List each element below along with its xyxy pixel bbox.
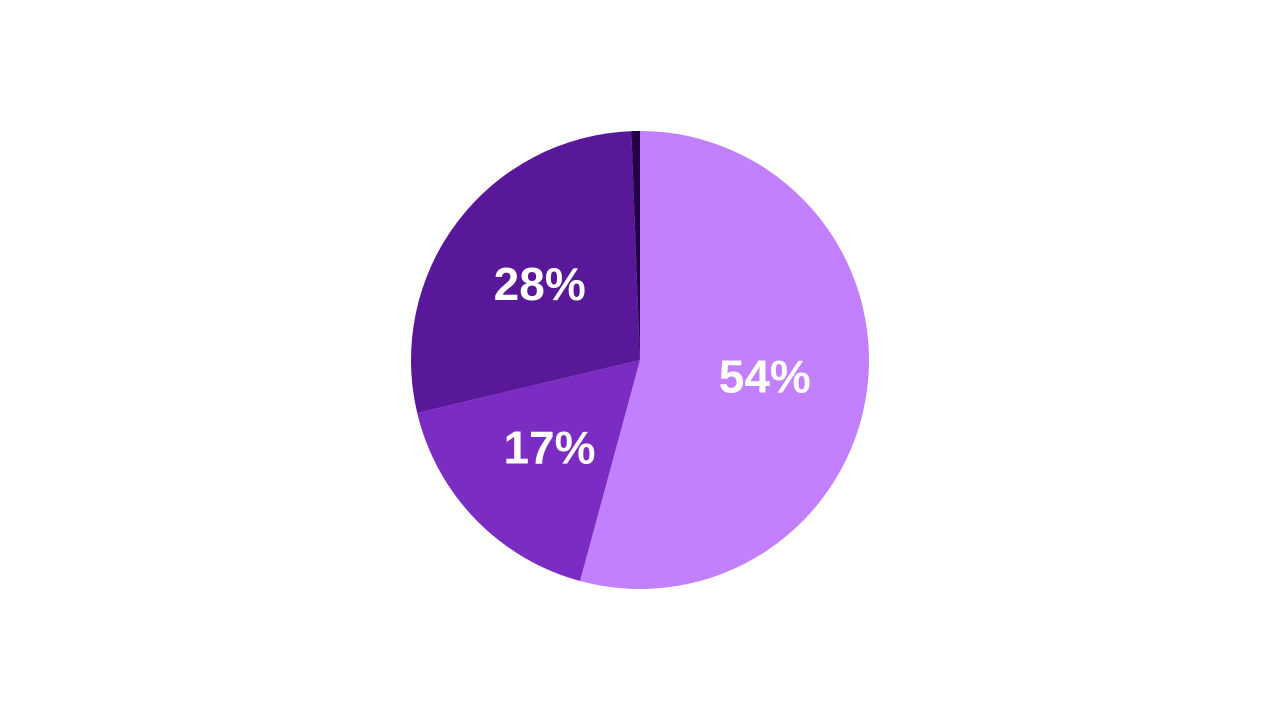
pie-slice-3: [410, 131, 640, 413]
pie-slice-label-3: 28%: [494, 258, 586, 310]
pie-slice-4: [631, 130, 640, 360]
pie-slice-label-1: 54%: [719, 351, 811, 403]
pie-slice-label-2: 17%: [503, 422, 595, 474]
pie-slice-1: [580, 131, 869, 589]
pie-labels: 54% 17% 28%: [494, 258, 811, 474]
pie-slice-2: [417, 360, 640, 582]
pie-slices: [410, 130, 869, 589]
